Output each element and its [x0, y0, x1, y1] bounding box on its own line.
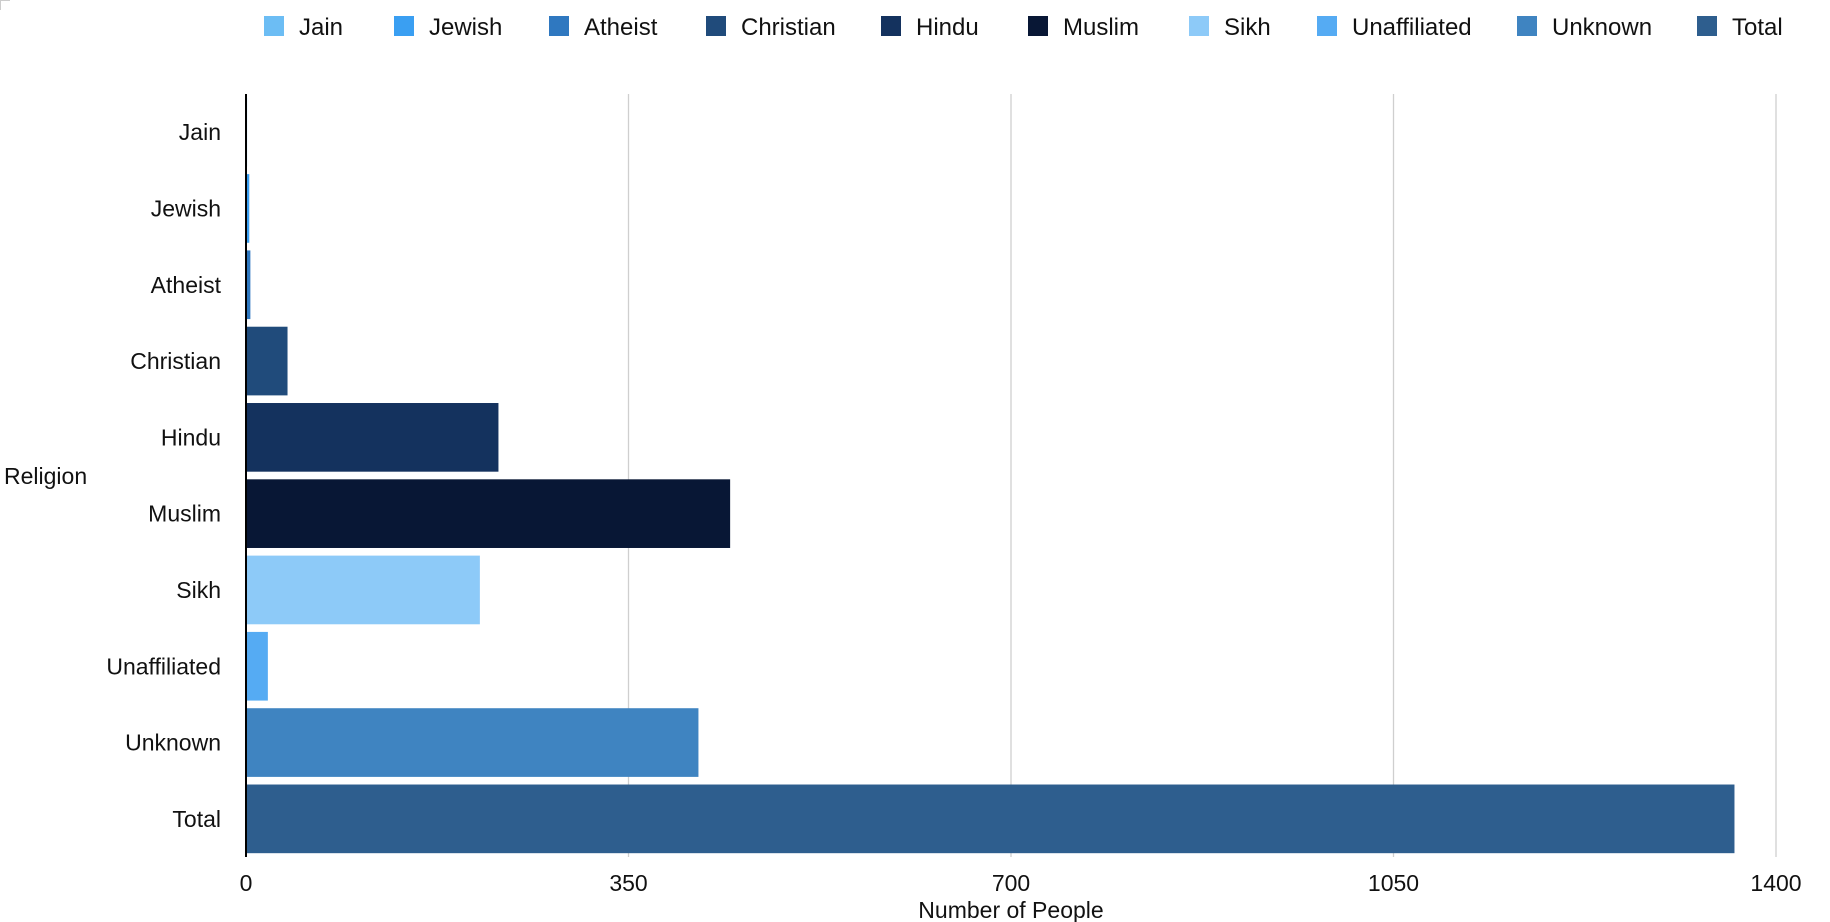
legend-swatch	[1028, 16, 1048, 36]
x-tick-label: 350	[609, 870, 647, 896]
legend-swatch	[881, 16, 901, 36]
bar-total	[246, 784, 1735, 854]
legend-label: Atheist	[584, 14, 658, 41]
legend-label: Christian	[741, 14, 836, 41]
y-tick-label: Atheist	[151, 272, 222, 298]
legend-label: Unknown	[1552, 14, 1652, 41]
axes: 0 350 700 1050 1400 Jain Jewish Atheist Christia…	[106, 94, 1802, 896]
y-tick-label: Total	[172, 806, 221, 832]
legend-label: Sikh	[1224, 14, 1271, 41]
bar-jewish	[246, 174, 250, 243]
legend-swatch	[1189, 16, 1209, 36]
y-tick-label: Unaffiliated	[106, 653, 221, 679]
x-tick-label: 1050	[1368, 870, 1419, 896]
y-tick-label: Jain	[179, 119, 221, 145]
x-tick-label: 0	[240, 870, 253, 896]
y-tick-label: Christian	[130, 348, 221, 374]
legend-label: Hindu	[916, 14, 979, 41]
bar-unknown	[246, 708, 699, 777]
y-axis-title: Religion	[4, 463, 87, 489]
y-tick-label: Sikh	[176, 577, 221, 603]
y-tick-label: Hindu	[161, 424, 221, 450]
legend: Jain Jewish Atheist Christian Hindu Muslim Sik…	[264, 14, 1783, 41]
legend-label: Jain	[299, 14, 343, 41]
x-tick-label: 700	[992, 870, 1030, 896]
bar-hindu	[246, 403, 499, 472]
legend-label: Unaffiliated	[1352, 14, 1472, 41]
legend-label: Total	[1732, 14, 1783, 41]
legend-label: Muslim	[1063, 14, 1139, 41]
bar-muslim	[246, 479, 731, 548]
gridlines	[627, 94, 1777, 857]
legend-label: Jewish	[429, 14, 502, 41]
bar-christian	[246, 326, 288, 396]
x-tick-label: 1400	[1750, 870, 1801, 896]
bar-unaffiliated	[246, 631, 268, 701]
y-tick-label: Jewish	[151, 195, 221, 221]
bars	[246, 97, 1735, 854]
legend-swatch	[1517, 16, 1537, 36]
legend-swatch	[549, 16, 569, 36]
legend-swatch	[394, 16, 414, 36]
legend-swatch	[1317, 16, 1337, 36]
legend-swatch	[706, 16, 726, 36]
bar-sikh	[246, 555, 480, 625]
x-axis-title: Number of People	[918, 897, 1103, 922]
legend-swatch	[264, 16, 284, 36]
legend-swatch	[1697, 16, 1717, 36]
bar-atheist	[246, 250, 251, 320]
y-tick-label: Muslim	[148, 501, 221, 527]
y-tick-label: Unknown	[125, 730, 221, 756]
corner-mark	[0, 0, 10, 10]
